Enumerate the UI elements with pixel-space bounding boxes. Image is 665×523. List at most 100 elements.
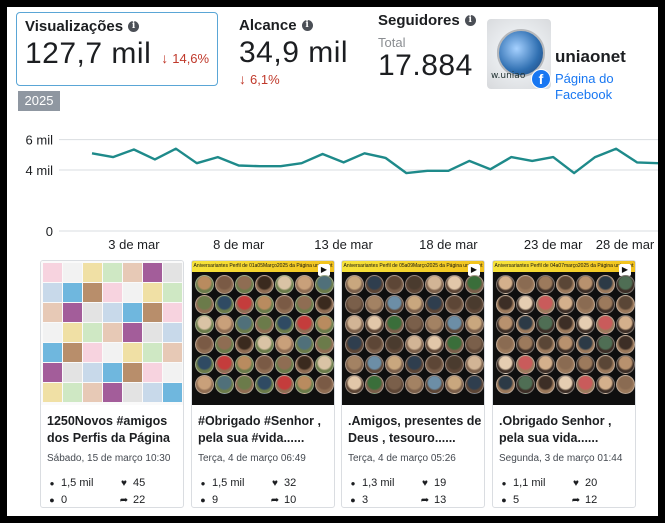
data-point[interactable]	[362, 150, 368, 156]
facebook-icon: f	[531, 69, 551, 89]
post-thumbnail[interactable]: Aniversariantes Perfil de 04a07março2025…	[493, 261, 635, 405]
y-tick-label: 0	[46, 224, 53, 239]
data-point[interactable]	[529, 158, 535, 164]
info-icon[interactable]: i	[464, 15, 476, 26]
post-shares-stat: ➦ 22	[119, 494, 145, 506]
post-views-value: 1,5 mil	[61, 477, 94, 489]
data-point[interactable]	[278, 163, 284, 169]
post-date: Sábado, 15 de março 10:30	[47, 453, 171, 464]
info-icon[interactable]: i	[128, 21, 140, 32]
followers-label-row: Seguidores i	[378, 12, 476, 29]
data-point[interactable]	[424, 168, 430, 174]
data-point[interactable]	[215, 154, 221, 160]
views-value-row: 127,7 mil ↓ 14,6%	[25, 37, 217, 71]
post-views-stat: ● 1,5 mil	[47, 477, 94, 489]
views-line-chart[interactable]: 6 mil 4 mil 0 3 de mar 8 de mar 13 de mar 18 d…	[7, 125, 658, 255]
eye-icon: ●	[49, 478, 55, 488]
post-likes-stat: ♥ 32	[270, 477, 296, 489]
data-point[interactable]	[571, 170, 577, 176]
post-card[interactable]: 1250Novos #amigos dos Perfis da Página .…	[40, 260, 184, 508]
data-point[interactable]	[341, 159, 347, 165]
post-shares-stat: ➦ 12	[571, 494, 597, 506]
post-card[interactable]: Aniversariantes Perfil de 01a05Março2025…	[191, 260, 335, 508]
data-point[interactable]	[550, 154, 556, 160]
post-title[interactable]: #Obrigado #Senhor , pela sua #vida......	[198, 414, 321, 445]
views-series-line[interactable]	[91, 147, 658, 175]
data-point[interactable]	[110, 154, 116, 160]
insights-panel: Visualizações i 127,7 mil ↓ 14,6% Alcanc…	[7, 7, 658, 516]
views-value: 127,7 mil	[25, 37, 152, 70]
post-shares-stat: ➦ 13	[420, 494, 446, 506]
post-title[interactable]: .Amigos, presentes de Deus , tesouro....…	[348, 414, 482, 445]
y-tick-label: 4 mil	[26, 163, 54, 178]
heart-icon: ♥	[272, 477, 278, 489]
avatar-caption: w.uniao	[491, 71, 526, 81]
post-thumbnail[interactable]: Aniversariantes Perfil de 01a05Março2025…	[192, 261, 334, 405]
data-point[interactable]	[655, 160, 658, 166]
post-shares-value: 13	[434, 494, 447, 506]
data-point[interactable]	[236, 162, 242, 168]
page-avatar[interactable]: w.uniao	[487, 19, 551, 89]
page-info[interactable]: w.uniao f uniaonet Página do Facebook	[487, 19, 643, 102]
x-tick-label: 3 de mar	[108, 237, 160, 252]
x-tick-label: 13 de mar	[314, 237, 373, 252]
video-icon: ▶	[468, 264, 480, 276]
post-title[interactable]: .Obrigado Senhor , pela sua vida......	[499, 414, 612, 445]
post-comments-stat: ● 5	[499, 494, 519, 506]
data-point[interactable]	[89, 150, 95, 156]
data-point[interactable]	[131, 146, 137, 152]
data-point[interactable]	[466, 158, 472, 164]
post-likes-value: 32	[284, 477, 297, 489]
info-icon[interactable]: i	[301, 20, 313, 31]
reach-value: 34,9 mil	[239, 36, 349, 69]
reach-metric[interactable]: Alcance i 34,9 mil ↓ 6,1%	[239, 17, 348, 89]
data-point[interactable]	[487, 166, 493, 172]
post-views-value: 1,1 mil	[513, 477, 546, 489]
data-point[interactable]	[508, 154, 514, 160]
data-point[interactable]	[613, 146, 619, 152]
post-shares-value: 22	[133, 494, 146, 506]
data-point[interactable]	[257, 163, 263, 169]
post-views-stat: ● 1,1 mil	[499, 477, 546, 489]
thumbnail-header: Aniversariantes Perfil de 05a09Março2025…	[342, 261, 484, 272]
post-comments-value: 5	[513, 494, 520, 506]
followers-metric[interactable]: Seguidores i Total 17.884	[378, 12, 476, 83]
post-card[interactable]: Aniversariantes Perfil de 04a07março2025…	[492, 260, 636, 508]
scroll-strip	[7, 253, 658, 257]
share-icon: ➦	[571, 494, 581, 506]
data-point[interactable]	[194, 160, 200, 166]
post-thumbnail[interactable]: Aniversariantes Perfil de 05a09Março2025…	[342, 261, 484, 405]
eye-icon: ●	[501, 478, 507, 488]
data-point[interactable]	[403, 170, 409, 176]
video-icon: ▶	[619, 264, 631, 276]
post-comments-value: 9	[212, 494, 219, 506]
reach-change: ↓ 6,1%	[239, 71, 280, 87]
data-point[interactable]	[445, 168, 451, 174]
eye-icon: ●	[350, 478, 356, 488]
thumbnail-collage	[496, 275, 635, 394]
data-point[interactable]	[592, 154, 598, 160]
x-tick-label: 8 de mar	[213, 237, 265, 252]
post-comments-stat: ● 9	[198, 494, 218, 506]
reach-label-row: Alcance i	[239, 17, 348, 34]
post-views-stat: ● 1,3 mil	[348, 477, 395, 489]
views-change-value: 14,6%	[172, 50, 210, 66]
page-name[interactable]: uniaonet	[555, 47, 626, 66]
thumbnail-header: Aniversariantes Perfil de 01a05Março2025…	[192, 261, 334, 272]
views-metric-card[interactable]: Visualizações i 127,7 mil ↓ 14,6%	[16, 12, 218, 86]
heart-icon: ♥	[422, 477, 428, 489]
data-point[interactable]	[299, 160, 305, 166]
data-point[interactable]	[634, 159, 640, 165]
post-date: Segunda, 3 de março 01:44	[499, 453, 623, 464]
post-date: Terça, 4 de março 05:26	[348, 453, 456, 464]
data-point[interactable]	[173, 146, 179, 152]
share-icon: ➦	[420, 494, 430, 506]
followers-sublabel: Total	[378, 35, 406, 50]
reach-label: Alcance	[239, 17, 297, 34]
data-point[interactable]	[320, 151, 326, 157]
data-point[interactable]	[152, 156, 158, 162]
post-card[interactable]: Aniversariantes Perfil de 05a09Março2025…	[341, 260, 485, 508]
post-thumbnail[interactable]	[41, 261, 183, 405]
post-title[interactable]: 1250Novos #amigos dos Perfis da Página .…	[47, 414, 170, 445]
data-point[interactable]	[382, 155, 388, 161]
